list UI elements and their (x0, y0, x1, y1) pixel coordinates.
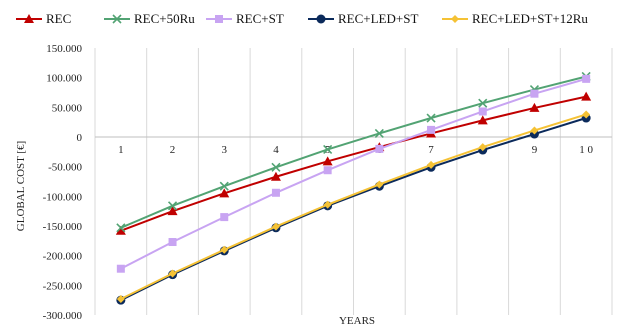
y-tick-label: -100.000 (43, 191, 83, 203)
data-point (478, 143, 487, 152)
legend-item-rec-50ru: REC+50Ru (104, 11, 195, 26)
data-point (220, 213, 229, 222)
y-tick-label: 0 (77, 132, 83, 144)
data-point (322, 156, 333, 166)
chart-legend: REC REC+50Ru REC+ST REC+LED+ST REC+LED+ST+12… (16, 11, 588, 26)
x-tick-label: 7 (428, 144, 434, 156)
legend-label: REC+LED+ST+12Ru (472, 11, 588, 26)
data-point (374, 128, 384, 139)
legend-marker (451, 15, 459, 23)
y-tick-label: -200.000 (43, 251, 83, 263)
data-point (219, 181, 229, 191)
data-point (478, 107, 487, 116)
data-point (323, 166, 332, 175)
y-tick-label: -250.000 (43, 280, 83, 292)
y-tick-label: 100.000 (46, 73, 82, 85)
legend-marker (215, 15, 223, 23)
data-point (478, 98, 488, 108)
y-tick-label: 50.000 (52, 102, 83, 114)
data-point (168, 269, 177, 278)
data-point (427, 125, 436, 134)
data-point (116, 294, 125, 303)
data-point (581, 91, 592, 101)
x-tick-label: 3 (222, 144, 228, 156)
data-point (116, 223, 126, 233)
data-point (323, 144, 333, 155)
data-point (167, 206, 178, 216)
legend-label: REC (46, 11, 71, 26)
y-axis-title: GLOBAL COST [€] (15, 141, 27, 231)
data-point (582, 110, 591, 119)
data-point (477, 115, 488, 125)
legend-marker (112, 14, 122, 24)
y-tick-label: -50.000 (48, 162, 82, 174)
series-rec-led-st-12ru (116, 110, 591, 303)
y-tick-label: -150.000 (43, 221, 83, 233)
chart-series (115, 71, 592, 305)
data-point (220, 245, 229, 254)
data-point (219, 188, 230, 198)
x-tick-label: 4 (273, 144, 279, 156)
x-tick-label: 1 0 (579, 144, 593, 156)
series-rec-50ru (116, 71, 591, 233)
x-tick-label: 1 (118, 144, 124, 156)
data-point (271, 188, 280, 197)
data-point (115, 225, 126, 235)
series-line (120, 113, 587, 300)
legend-label: REC+LED+ST (338, 11, 418, 26)
data-point (582, 74, 591, 83)
data-point (530, 89, 539, 98)
legend-item-rec-led-st-12ru: REC+LED+ST+12Ru (442, 11, 588, 26)
legend-label: REC+50Ru (134, 11, 195, 26)
data-point (529, 102, 540, 112)
data-point (375, 180, 384, 189)
data-point (270, 171, 281, 181)
series-line (120, 95, 587, 232)
data-point (530, 126, 539, 135)
x-tick-label: 9 (532, 144, 538, 156)
legend-marker (316, 14, 326, 24)
series-line (120, 77, 587, 270)
x-tick-label: 2 (170, 144, 176, 156)
x-axis-title: YEARS (339, 315, 375, 326)
data-point (168, 238, 177, 247)
y-tick-label: 150.000 (46, 43, 82, 55)
data-point (167, 201, 178, 211)
data-point (271, 162, 281, 172)
legend-item-rec: REC (16, 11, 71, 26)
data-point (116, 264, 125, 273)
data-point (323, 200, 332, 209)
legend-item-rec-st: REC+ST (206, 11, 284, 26)
data-point (375, 144, 384, 153)
legend-marker (24, 14, 34, 23)
series-line (120, 117, 587, 302)
legend-label: REC+ST (236, 11, 284, 26)
series-rec-st (116, 74, 591, 273)
data-point (426, 113, 436, 123)
y-axis: 150.000 100.000 50.000 0 -50.000 -100.000 -150… (43, 43, 83, 322)
series-rec (115, 91, 592, 235)
data-point (427, 160, 436, 169)
y-tick-label: -300.000 (43, 310, 83, 322)
legend-item-rec-led-st: REC+LED+ST (308, 11, 418, 26)
series-line (120, 75, 587, 229)
data-point (271, 222, 280, 231)
